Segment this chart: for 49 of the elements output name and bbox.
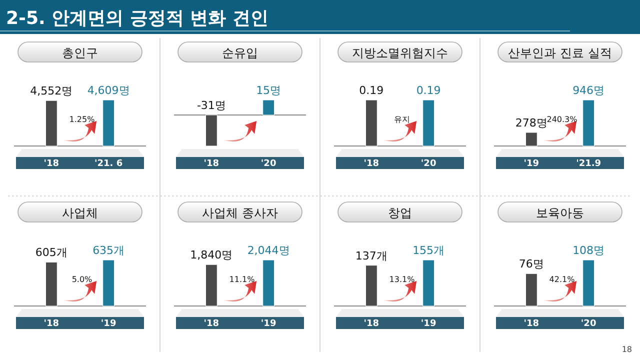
text: 18	[622, 345, 632, 354]
annotation: 유지	[394, 115, 410, 124]
annotation: 13.1%	[389, 275, 416, 284]
annotation: 42.1%	[549, 275, 576, 284]
x-tick-label: '18	[204, 159, 220, 169]
data-label: 635개	[92, 244, 125, 257]
chart-title: 보육아동	[536, 206, 584, 220]
data-label: 76명	[518, 258, 544, 271]
x-tick-label: '20	[420, 159, 436, 169]
chart-title: 창업	[388, 206, 412, 220]
x-tick-label: '19	[260, 319, 276, 329]
x-tick-label: '21.9	[576, 159, 602, 169]
chart-title: 지방소멸위험지수	[352, 46, 448, 60]
data-label: 4,609명	[87, 84, 130, 97]
data-label: 137개	[355, 249, 388, 262]
x-tick-label: '19	[100, 319, 116, 329]
data-label: 2,044명	[247, 244, 290, 257]
data-label: 605개	[35, 246, 68, 260]
x-tick-label: '21. 6	[94, 159, 123, 169]
x-tick-label: '18	[364, 319, 380, 329]
x-tick-label: '18	[44, 159, 60, 169]
data-label: 15명	[256, 84, 282, 97]
data-label: 108명	[572, 244, 605, 257]
chart-title: 산부인과 진료 실적	[508, 46, 612, 60]
x-tick-label: '20	[260, 159, 276, 169]
data-label: 1,840명	[190, 248, 233, 262]
data-label: -31명	[196, 99, 226, 112]
annotation: 5.0%	[72, 275, 93, 284]
data-label: 155개	[412, 244, 445, 257]
data-label: 0.19	[416, 84, 441, 97]
x-tick-label: '18	[524, 319, 540, 329]
x-tick-label: '19	[420, 319, 436, 329]
chart-title: 순유입	[222, 46, 258, 60]
annotation: 11.1%	[229, 275, 256, 284]
chart-title: 총인구	[62, 46, 98, 60]
data-label: 946명	[572, 84, 605, 97]
annotation: 240.3%	[546, 115, 578, 124]
x-tick-label: '19	[524, 159, 540, 169]
x-tick-label: '18	[204, 319, 220, 329]
data-label: 0.19	[359, 84, 384, 97]
chart-title: 사업체 종사자	[202, 206, 278, 220]
annotation: 1.25%	[69, 115, 96, 124]
data-label: 278명	[515, 116, 548, 130]
data-label: 4,552명	[30, 84, 73, 98]
chart-title: 사업체	[62, 206, 98, 220]
x-tick-label: '18	[44, 319, 60, 329]
x-tick-label: '20	[580, 319, 596, 329]
x-tick-label: '18	[364, 159, 380, 169]
text: 2-5. 안계면의 긍정적 변화 견인	[6, 8, 268, 29]
